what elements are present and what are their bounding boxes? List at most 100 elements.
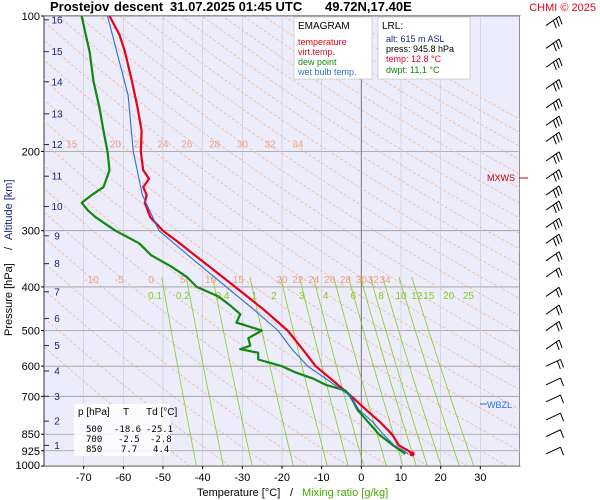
legend-wet-bulb: wet bulb temp. [297, 67, 357, 77]
wind-barb-feather [558, 287, 563, 296]
wind-barb [545, 57, 563, 71]
temperature-tick-label: -60 [115, 472, 131, 484]
lrl-dwpt: dwpt: 11.1 °C [386, 65, 440, 75]
wind-barb-feather [560, 446, 564, 456]
pressure-tick-label: 1000 [16, 460, 40, 472]
wind-barb-feather [555, 41, 560, 50]
temperature-tick-label: -50 [155, 472, 171, 484]
grid-lines [44, 16, 520, 466]
wind-barb-staff [545, 169, 560, 180]
legend-title: EMAGRAM [298, 21, 350, 32]
mixing-ratio-lines [161, 276, 475, 466]
wind-barb-staff [545, 286, 560, 297]
mixing-ratio-line [249, 276, 294, 466]
mixing-ratio-label: 30 [356, 275, 368, 286]
wind-barb-panel [520, 16, 600, 466]
altitude-tick-label: 1 [54, 441, 60, 452]
wind-barb [545, 131, 563, 145]
wind-barb-feather [558, 132, 563, 141]
wind-barb-feather [555, 289, 560, 298]
mixing-ratio-line [299, 276, 349, 466]
levels-row: 500 -18.6 -25.1 [86, 425, 173, 435]
altitude-tick-label: 15 [51, 47, 63, 58]
mixing-ratio-label: 26 [181, 139, 193, 150]
wind-barb-staff [545, 200, 560, 211]
wind-barb-feather [558, 200, 563, 210]
wind-barb [545, 200, 563, 214]
wind-barb-feather [555, 253, 560, 262]
altitude-tick-label: 3 [54, 392, 60, 403]
pressure-tick-label: 600 [22, 361, 40, 373]
temperature-tick-label: 0 [358, 472, 364, 484]
wind-barb [545, 79, 563, 92]
wind-barb-feather [552, 136, 557, 145]
mixing-ratio-label: 22 [134, 139, 146, 150]
wind-barb-feather [555, 187, 560, 197]
wind-barb [545, 15, 563, 29]
xlabel-mix: Mixing ratio [g/kg] [302, 487, 388, 499]
mixing-ratio-line [212, 276, 253, 466]
wind-barb [545, 38, 563, 52]
surface-temp-point [409, 451, 415, 457]
phase-label: descent [114, 0, 164, 14]
lrl-press: press: 945.8 hPa [386, 44, 454, 54]
levels-header-p: p [hPa] [78, 407, 110, 418]
wind-barb-staff [545, 115, 560, 126]
mixing-ratio-label: 28 [209, 139, 221, 150]
wind-barb-staff [545, 429, 561, 437]
altitude-tick-label: 8 [54, 259, 60, 270]
altitude-tick-label: 5 [54, 341, 60, 352]
wind-barb-feather [558, 233, 563, 243]
altitude-tick-label: 10 [51, 202, 63, 213]
dry-adiabat-line [44, 142, 508, 466]
wind-barb-feather [558, 116, 563, 125]
copyright-label: CHMI © 2025 [529, 2, 596, 14]
lrl-title: LRL: [382, 21, 403, 32]
wind-barb-feather [552, 155, 557, 165]
wind-barb-feather [560, 412, 564, 422]
lrl-box [377, 16, 471, 80]
wind-barb-feather [555, 306, 560, 316]
wind-barb [545, 394, 564, 404]
wind-barb-feather [560, 429, 564, 438]
wind-barb-staff [545, 377, 561, 386]
mixing-ratio-line [360, 276, 417, 466]
pressure-tick-label: 700 [22, 391, 40, 403]
mixing-ratio-label: 26 [324, 275, 336, 286]
dry-adiabat-line [180, 16, 520, 234]
pressure-tick-label: 400 [22, 282, 40, 294]
wind-barb [545, 233, 563, 247]
levels-row-t: -18.6 [114, 425, 141, 435]
levels-row: 850 7.7 4.4 [86, 445, 169, 455]
temperature-tick-label: -30 [234, 472, 250, 484]
temperature-tick-label: -20 [274, 472, 290, 484]
wind-barb [545, 251, 563, 262]
ylabel-sep: / [3, 246, 15, 250]
mixing-ratio-label: 8 [378, 291, 384, 302]
wind-barb-feather [555, 220, 560, 229]
ylabel-p: Pressure [hPa] [3, 263, 15, 336]
wind-barb-staff [545, 251, 560, 262]
wind-barb-staff [545, 304, 560, 315]
mixing-ratio-labels: 15 20 22 24 26 28 30 32 34-10 -5 0 5 10 15 20 22 24 26 28 3… [66, 139, 474, 301]
temperature-axis: -70 -60 -50 -40 -30 -20 -10 0 10 20 30 [76, 466, 486, 484]
wind-barb-staff [545, 79, 560, 90]
temperature-tick-label: 30 [474, 472, 486, 484]
mixing-ratio-label: 28 [340, 275, 352, 286]
wind-barb [545, 151, 563, 165]
wind-barb-staff [545, 98, 560, 109]
levels-table-box [74, 404, 170, 456]
mixing-ratio-line [382, 276, 442, 466]
levels-row-p: 850 [86, 445, 102, 455]
mixing-ratio-label: 20 [443, 291, 455, 302]
wind-barb [545, 115, 563, 129]
dry-adiabat-line [44, 59, 520, 391]
xlabel-sep: / [290, 487, 294, 499]
dry-adiabat-line [44, 39, 520, 372]
dry-adiabat-line [44, 21, 520, 353]
wind-barb-staff [545, 15, 560, 26]
wind-barb [545, 267, 563, 278]
wind-barb-feather [558, 339, 563, 349]
wind-barb-feather [555, 59, 560, 69]
